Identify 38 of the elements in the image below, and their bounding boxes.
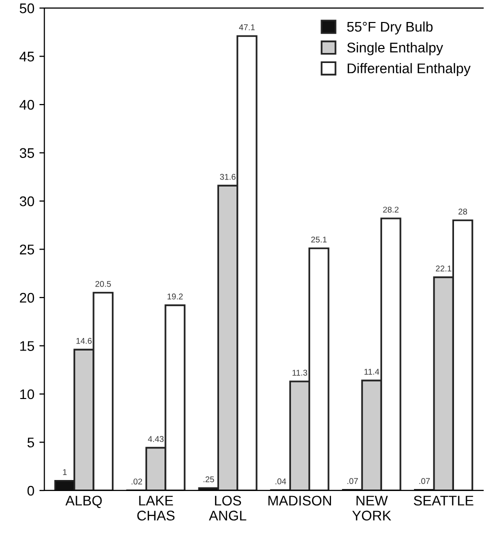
data-label: 20.5 [95,280,111,287]
data-label: 28.2 [383,206,399,213]
legend-label: 55°F Dry Bulb [347,21,433,34]
data-label: .02 [132,478,142,484]
legend-label: Single Enthalpy [347,42,444,56]
data-label: .25 [204,476,214,482]
data-label: 25.1 [311,236,327,243]
data-label: 28 [458,208,468,215]
legend-label: Differential Enthalpy [348,63,471,76]
x-tick-label: LAKE CHAS [137,496,175,521]
x-tick-label: ALBQ [65,496,102,508]
data-label: 1 [63,469,67,475]
data-label: 19.2 [168,294,183,300]
y-tick-label: 0 [27,486,34,496]
y-tick-label: 25 [20,244,34,254]
data-label: 31.6 [220,174,236,180]
y-tick-label: 40 [20,100,34,110]
y-tick-label: 5 [27,438,34,448]
data-label: 14.6 [76,338,92,344]
x-tick-label: NEW YORK [352,496,392,521]
x-tick-label: MADISON [268,496,331,506]
y-tick-label: 50 [20,3,34,14]
data-label: .07 [419,478,430,484]
y-tick-label: 30 [20,196,34,206]
y-tick-label: 45 [20,52,34,62]
data-label: 47.1 [239,24,255,30]
data-label: 4.43 [148,436,164,442]
y-tick-label: 35 [20,148,34,158]
data-label: 11.4 [364,368,380,375]
y-tick-label: 20 [20,292,34,303]
x-tick-label: SEATTLE [414,496,474,506]
data-label: .04 [276,478,286,484]
data-label: 11.3 [292,370,308,376]
x-tick-label: LOS ANGL [208,496,246,521]
y-tick-label: 10 [20,389,34,400]
data-label: .07 [347,478,358,484]
y-tick-label: 15 [20,341,34,351]
data-label: 22.1 [436,266,452,272]
